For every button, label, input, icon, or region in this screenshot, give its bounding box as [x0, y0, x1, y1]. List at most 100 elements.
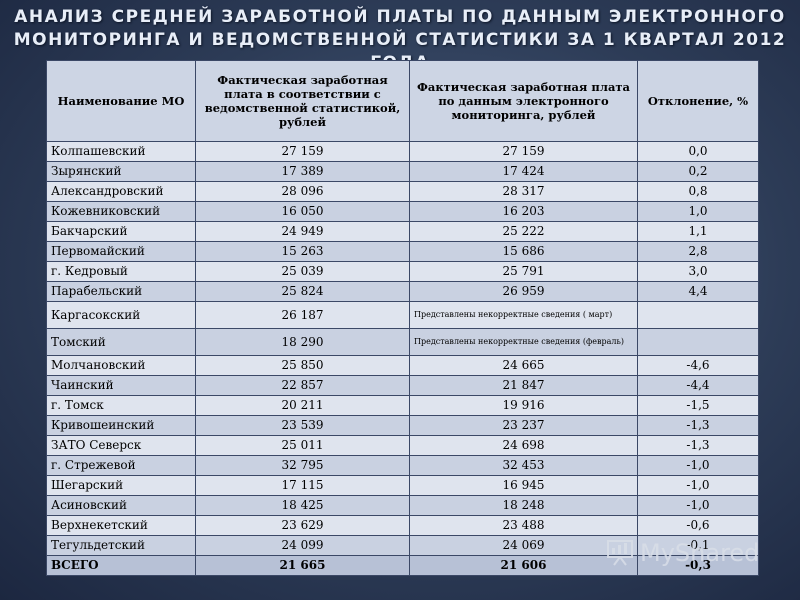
- deviation-cell: [637, 328, 759, 356]
- mo-name-cell: Бакчарский: [46, 221, 196, 242]
- monitoring-salary-cell: 16 945: [409, 475, 638, 496]
- header-deviation: Отклонение, %: [637, 60, 759, 142]
- mo-name-cell: Каргасокский: [46, 301, 196, 329]
- mo-name-cell: Кожевниковский: [46, 201, 196, 222]
- mo-name-cell: Александровский: [46, 181, 196, 202]
- table-row: Кривошеинский 23 539 23 237 -1,3: [46, 415, 759, 436]
- deviation-cell: -4,6: [637, 355, 759, 376]
- deviation-cell: 0,2: [637, 161, 759, 182]
- header-stat-salary: Фактическая заработная плата в соответст…: [195, 60, 410, 142]
- table-row: Томский 18 290 Представлены некорректные с…: [46, 328, 759, 356]
- total-row: ВСЕГО 21 665 21 606 -0,3: [46, 555, 759, 576]
- table-row: Бакчарский 24 949 25 222 1,1: [46, 221, 759, 242]
- stat-salary-cell: 24 949: [195, 221, 410, 242]
- stat-salary-cell: 20 211: [195, 395, 410, 416]
- deviation-cell: -4,4: [637, 375, 759, 396]
- mo-name-cell: Парабельский: [46, 281, 196, 302]
- monitoring-salary-cell: 17 424: [409, 161, 638, 182]
- stat-salary-cell: 32 795: [195, 455, 410, 476]
- monitoring-salary-cell: 21 847: [409, 375, 638, 396]
- header-mo-name: Наименование МО: [46, 60, 196, 142]
- total-deviation-cell: -0,3: [637, 555, 759, 576]
- stat-salary-cell: 28 096: [195, 181, 410, 202]
- mo-name-cell: Молчановский: [46, 355, 196, 376]
- stat-salary-cell: 17 389: [195, 161, 410, 182]
- table-row: Чаинский 22 857 21 847 -4,4: [46, 375, 759, 396]
- deviation-cell: -0,1: [637, 535, 759, 556]
- total-stat-cell: 21 665: [195, 555, 410, 576]
- monitoring-salary-cell: 23 488: [409, 515, 638, 536]
- stat-salary-cell: 25 011: [195, 435, 410, 456]
- monitoring-salary-cell: 23 237: [409, 415, 638, 436]
- table-row: Александровский 28 096 28 317 0,8: [46, 181, 759, 202]
- stat-salary-cell: 18 290: [195, 328, 410, 356]
- monitoring-salary-cell: 28 317: [409, 181, 638, 202]
- stat-salary-cell: 18 425: [195, 495, 410, 516]
- table-body: Колпашевский 27 159 27 159 0,0 Зырянский 17 3…: [46, 141, 759, 576]
- monitoring-salary-cell: 15 686: [409, 241, 638, 262]
- mo-name-cell: Зырянский: [46, 161, 196, 182]
- table-row: Зырянский 17 389 17 424 0,2: [46, 161, 759, 182]
- presentation-board-icon: [607, 540, 633, 566]
- table-row: Колпашевский 27 159 27 159 0,0: [46, 141, 759, 162]
- stat-salary-cell: 22 857: [195, 375, 410, 396]
- mo-name-cell: г. Томск: [46, 395, 196, 416]
- monitoring-salary-cell: 16 203: [409, 201, 638, 222]
- monitoring-salary-cell: 24 069: [409, 535, 638, 556]
- stat-salary-cell: 23 629: [195, 515, 410, 536]
- stat-salary-cell: 25 824: [195, 281, 410, 302]
- mo-name-cell: Первомайский: [46, 241, 196, 262]
- watermark: MyShared: [606, 536, 786, 572]
- deviation-cell: -1,3: [637, 415, 759, 436]
- table-row: Шегарский 17 115 16 945 -1,0: [46, 475, 759, 496]
- deviation-cell: 3,0: [637, 261, 759, 282]
- stat-salary-cell: 23 539: [195, 415, 410, 436]
- monitoring-salary-cell: 18 248: [409, 495, 638, 516]
- mo-name-cell: Асиновский: [46, 495, 196, 516]
- mo-name-cell: г. Кедровый: [46, 261, 196, 282]
- mo-name-cell: Тегульдетский: [46, 535, 196, 556]
- stat-salary-cell: 17 115: [195, 475, 410, 496]
- monitoring-salary-cell: 26 959: [409, 281, 638, 302]
- monitoring-salary-cell: 27 159: [409, 141, 638, 162]
- stat-salary-cell: 25 039: [195, 261, 410, 282]
- total-label-cell: ВСЕГО: [46, 555, 196, 576]
- deviation-cell: 4,4: [637, 281, 759, 302]
- deviation-cell: -1,0: [637, 455, 759, 476]
- deviation-cell: -1,0: [637, 495, 759, 516]
- deviation-cell: -0,6: [637, 515, 759, 536]
- monitoring-salary-cell: 24 665: [409, 355, 638, 376]
- deviation-cell: 1,0: [637, 201, 759, 222]
- stat-salary-cell: 24 099: [195, 535, 410, 556]
- mo-name-cell: Томский: [46, 328, 196, 356]
- mo-name-cell: Чаинский: [46, 375, 196, 396]
- deviation-cell: 0,0: [637, 141, 759, 162]
- mo-name-cell: Колпашевский: [46, 141, 196, 162]
- deviation-cell: [637, 301, 759, 329]
- table-header-row: Наименование МО Фактическая заработная п…: [46, 60, 759, 142]
- salary-table-container: Наименование МО Фактическая заработная п…: [46, 60, 759, 576]
- table-row: г. Томск 20 211 19 916 -1,5: [46, 395, 759, 416]
- monitoring-salary-cell: 19 916: [409, 395, 638, 416]
- header-monitoring-salary: Фактическая заработная плата по данным э…: [409, 60, 638, 142]
- monitoring-salary-cell: 25 222: [409, 221, 638, 242]
- table-row: г. Кедровый 25 039 25 791 3,0: [46, 261, 759, 282]
- monitoring-note-cell: Представлены некорректные сведения ( мар…: [409, 301, 638, 329]
- deviation-cell: -1,3: [637, 435, 759, 456]
- deviation-cell: 2,8: [637, 241, 759, 262]
- mo-name-cell: Верхнекетский: [46, 515, 196, 536]
- total-monitoring-cell: 21 606: [409, 555, 638, 576]
- deviation-cell: -1,0: [637, 475, 759, 496]
- monitoring-note-cell: Представлены некорректные сведения (февр…: [409, 328, 638, 356]
- watermark-text: MyShared: [640, 539, 760, 567]
- table-row: Каргасокский 26 187 Представлены некоррект…: [46, 301, 759, 329]
- stat-salary-cell: 25 850: [195, 355, 410, 376]
- monitoring-salary-cell: 32 453: [409, 455, 638, 476]
- salary-table: Наименование МО Фактическая заработная п…: [46, 60, 759, 576]
- table-row: ЗАТО Северск 25 011 24 698 -1,3: [46, 435, 759, 456]
- monitoring-salary-cell: 24 698: [409, 435, 638, 456]
- table-row: Парабельский 25 824 26 959 4,4: [46, 281, 759, 302]
- deviation-cell: -1,5: [637, 395, 759, 416]
- deviation-cell: 1,1: [637, 221, 759, 242]
- mo-name-cell: г. Стрежевой: [46, 455, 196, 476]
